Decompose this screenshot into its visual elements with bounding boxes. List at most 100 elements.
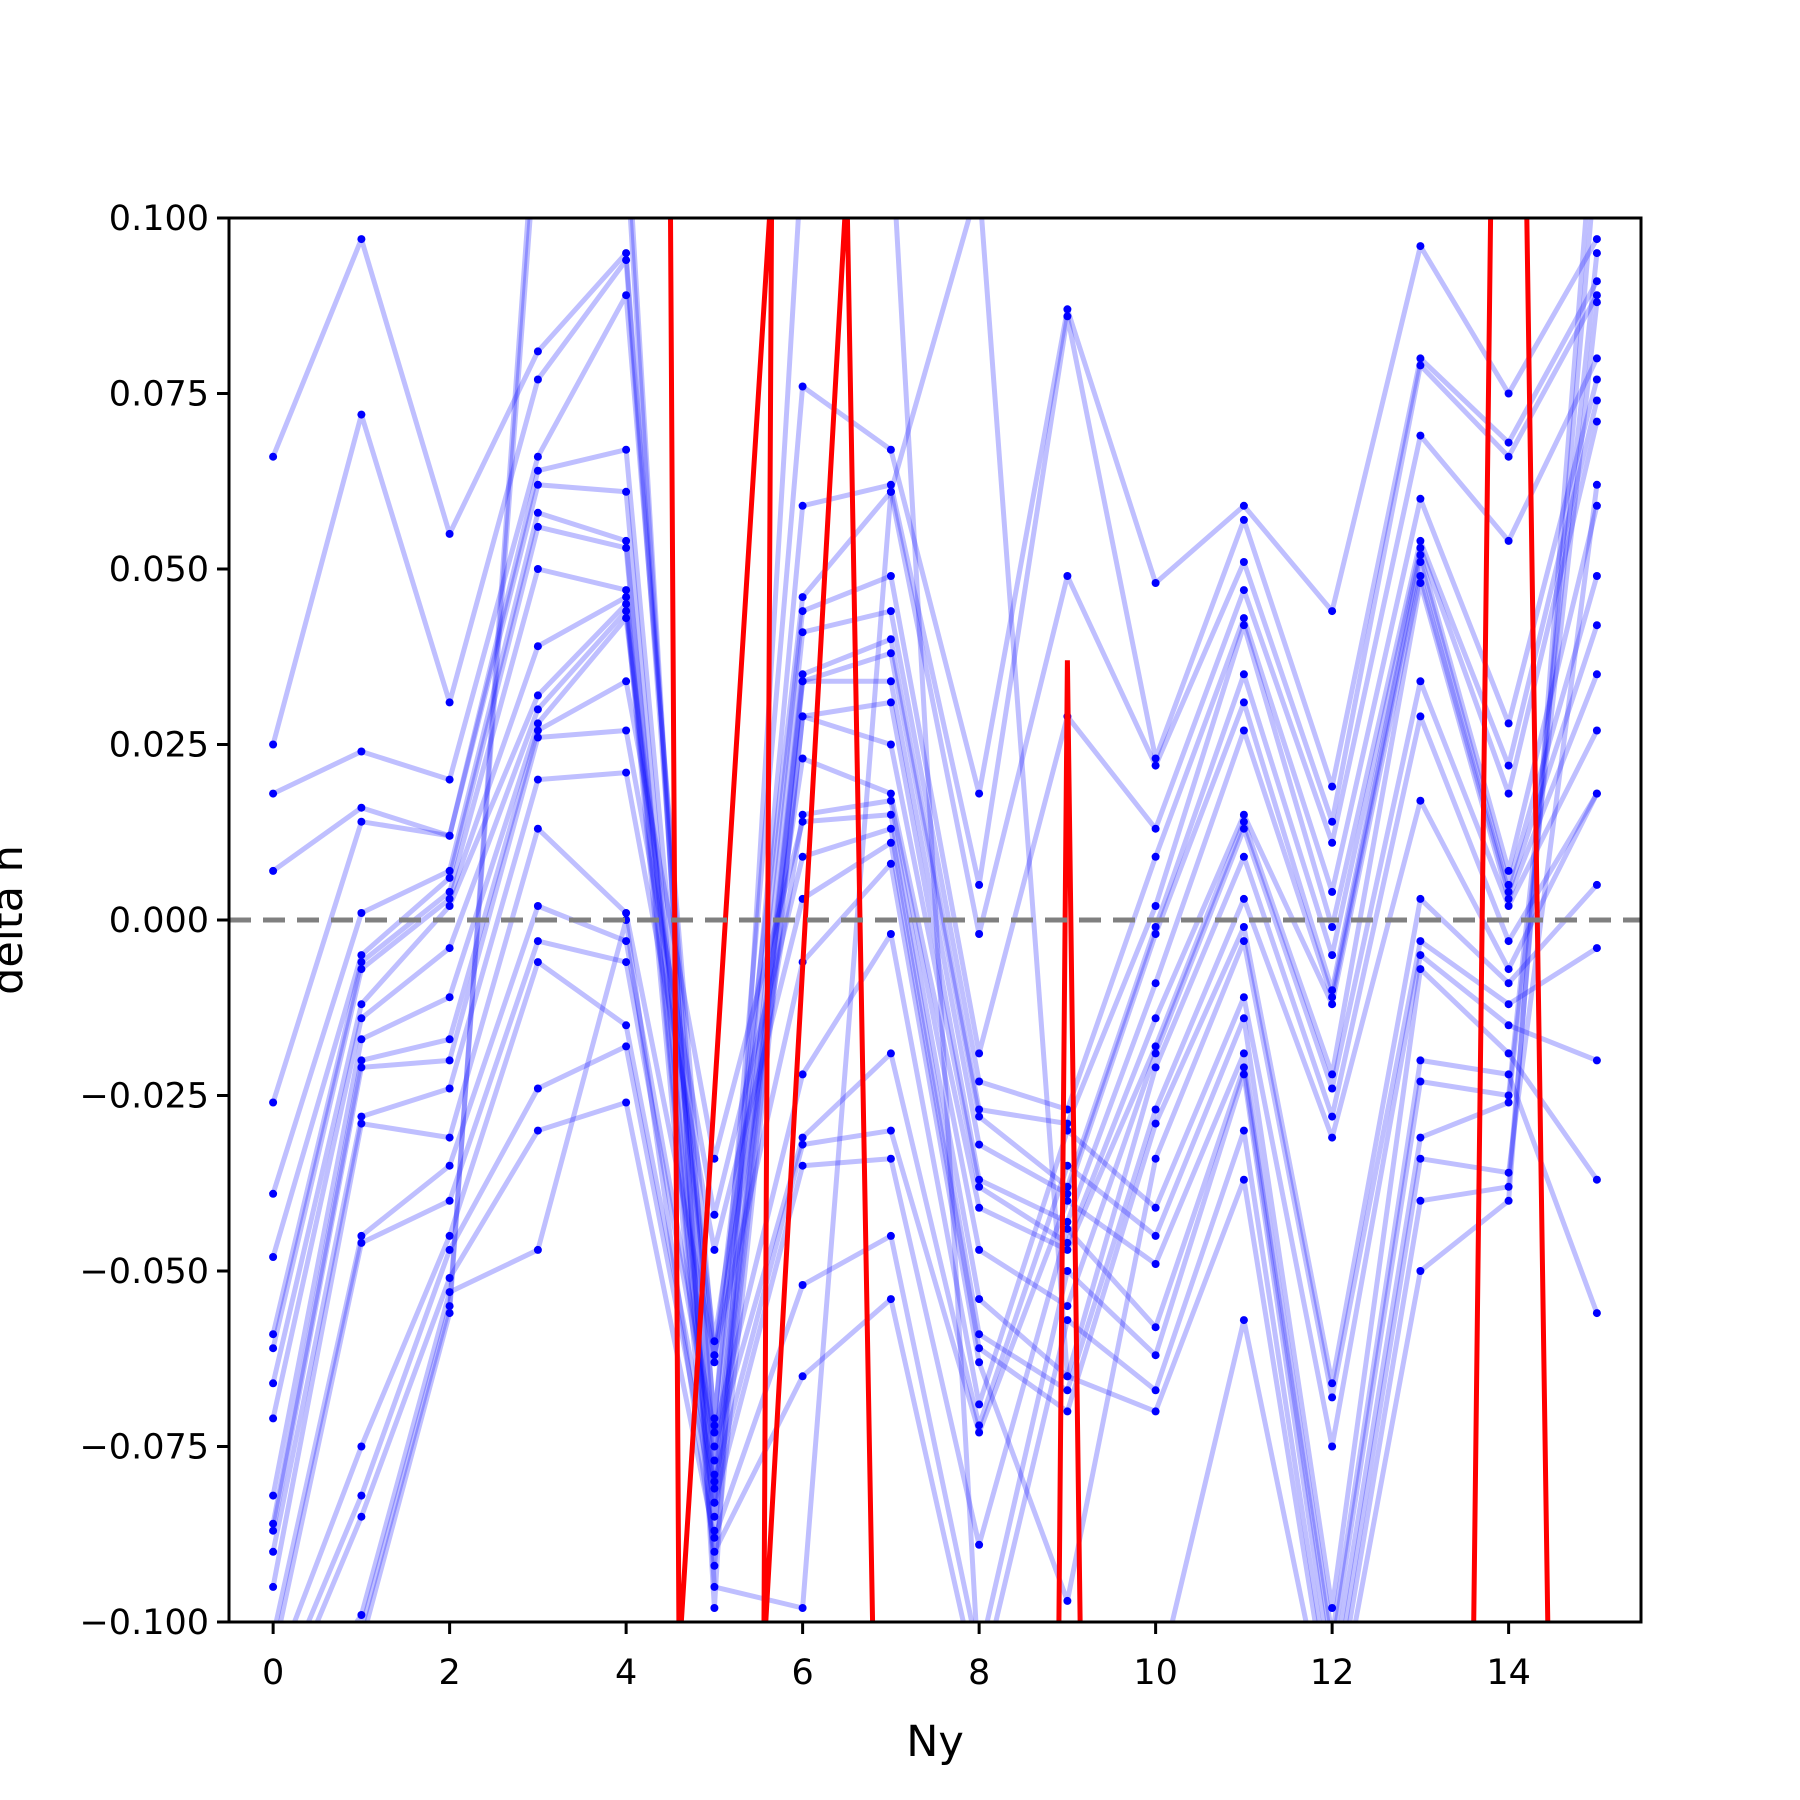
data-point	[1592, 726, 1601, 735]
data-point	[1592, 501, 1601, 510]
data-point	[1504, 887, 1513, 896]
data-point	[269, 1330, 278, 1339]
data-point	[1416, 965, 1425, 974]
data-point	[1328, 923, 1337, 931]
data-point	[1239, 1014, 1248, 1023]
data-point	[269, 1702, 277, 1710]
data-point	[975, 1112, 984, 1121]
data-point	[269, 1414, 278, 1423]
data-point	[1592, 1309, 1601, 1318]
series-line-8	[270, 559, 1600, 1534]
data-point	[1063, 1196, 1072, 1205]
data-point	[357, 1056, 366, 1065]
data-point	[798, 754, 807, 763]
series-line-11	[270, 615, 1600, 1497]
data-point	[710, 1512, 719, 1521]
data-point	[1592, 235, 1601, 244]
data-point	[710, 1245, 719, 1254]
data-point	[975, 1421, 984, 1430]
series-line-23	[364, 218, 1589, 1622]
data-point	[1151, 1386, 1160, 1395]
data-point	[357, 909, 366, 917]
data-point	[1416, 1267, 1425, 1275]
data-point	[1416, 361, 1425, 370]
data-point	[975, 179, 983, 187]
data-point	[357, 747, 366, 756]
data-point	[1504, 719, 1513, 728]
series-line-7	[270, 505, 1600, 1520]
data-point	[710, 1442, 719, 1451]
series-line-14	[270, 770, 1599, 1553]
data-point	[533, 452, 542, 461]
series-line-5	[270, 399, 1600, 1492]
data-point	[1592, 621, 1601, 630]
data-point	[445, 831, 454, 840]
data-point	[533, 375, 542, 384]
data-point	[1416, 242, 1425, 251]
data-point	[1239, 1063, 1248, 1072]
data-point	[445, 944, 454, 953]
data-point	[710, 1421, 719, 1430]
data-point	[886, 480, 895, 489]
data-point	[533, 824, 542, 833]
data-point	[1504, 536, 1513, 545]
data-point	[1416, 894, 1425, 903]
x-tick-label: 10	[1133, 1653, 1178, 1693]
data-point	[357, 1063, 366, 1072]
data-point	[533, 1084, 542, 1093]
data-point	[1063, 1267, 1072, 1275]
series-line-9	[270, 573, 1600, 1569]
data-point	[533, 775, 542, 784]
data-point	[975, 1049, 984, 1058]
data-point	[1328, 838, 1337, 847]
data-point	[798, 1372, 807, 1381]
data-point	[622, 586, 631, 595]
data-point	[533, 726, 542, 735]
data-point	[1504, 761, 1513, 770]
data-point	[534, 109, 542, 117]
data-point	[1592, 375, 1601, 384]
data-point	[1063, 305, 1072, 314]
series-line-20	[314, 301, 1600, 1622]
series-layer	[269, 109, 1601, 1731]
data-point	[1063, 1372, 1072, 1381]
data-point	[269, 740, 278, 749]
data-point	[445, 993, 454, 1002]
data-point	[886, 1231, 895, 1240]
series-line-0	[270, 236, 1600, 1428]
data-point	[1504, 1021, 1513, 1030]
data-point	[1328, 1112, 1337, 1121]
data-point	[798, 628, 807, 637]
data-point	[533, 1126, 542, 1135]
data-point	[1416, 431, 1425, 440]
data-point	[975, 1400, 984, 1409]
data-point	[1592, 880, 1601, 889]
data-point	[886, 838, 895, 847]
data-point	[1416, 937, 1425, 946]
data-point	[1151, 1063, 1160, 1072]
data-point	[1416, 543, 1425, 552]
data-point	[798, 1281, 807, 1289]
data-point	[533, 902, 542, 910]
data-point	[886, 1049, 895, 1058]
data-point	[1063, 572, 1072, 580]
data-point	[269, 1723, 277, 1731]
data-point	[445, 866, 454, 875]
data-point	[1239, 621, 1248, 630]
data-point	[1416, 1196, 1425, 1205]
y-tick-label: −0.100	[79, 1603, 209, 1643]
data-point	[622, 536, 631, 545]
data-point	[886, 796, 895, 805]
data-point	[622, 607, 631, 616]
data-point	[798, 810, 807, 819]
data-point	[269, 452, 278, 461]
series-line-13	[270, 728, 1600, 1532]
y-tick-label: −0.050	[79, 1252, 209, 1292]
data-point	[1063, 1723, 1071, 1731]
data-point	[1504, 1070, 1513, 1079]
data-point	[975, 1140, 984, 1149]
data-point	[1063, 1596, 1072, 1605]
data-point	[886, 740, 895, 749]
data-point	[1504, 789, 1513, 798]
